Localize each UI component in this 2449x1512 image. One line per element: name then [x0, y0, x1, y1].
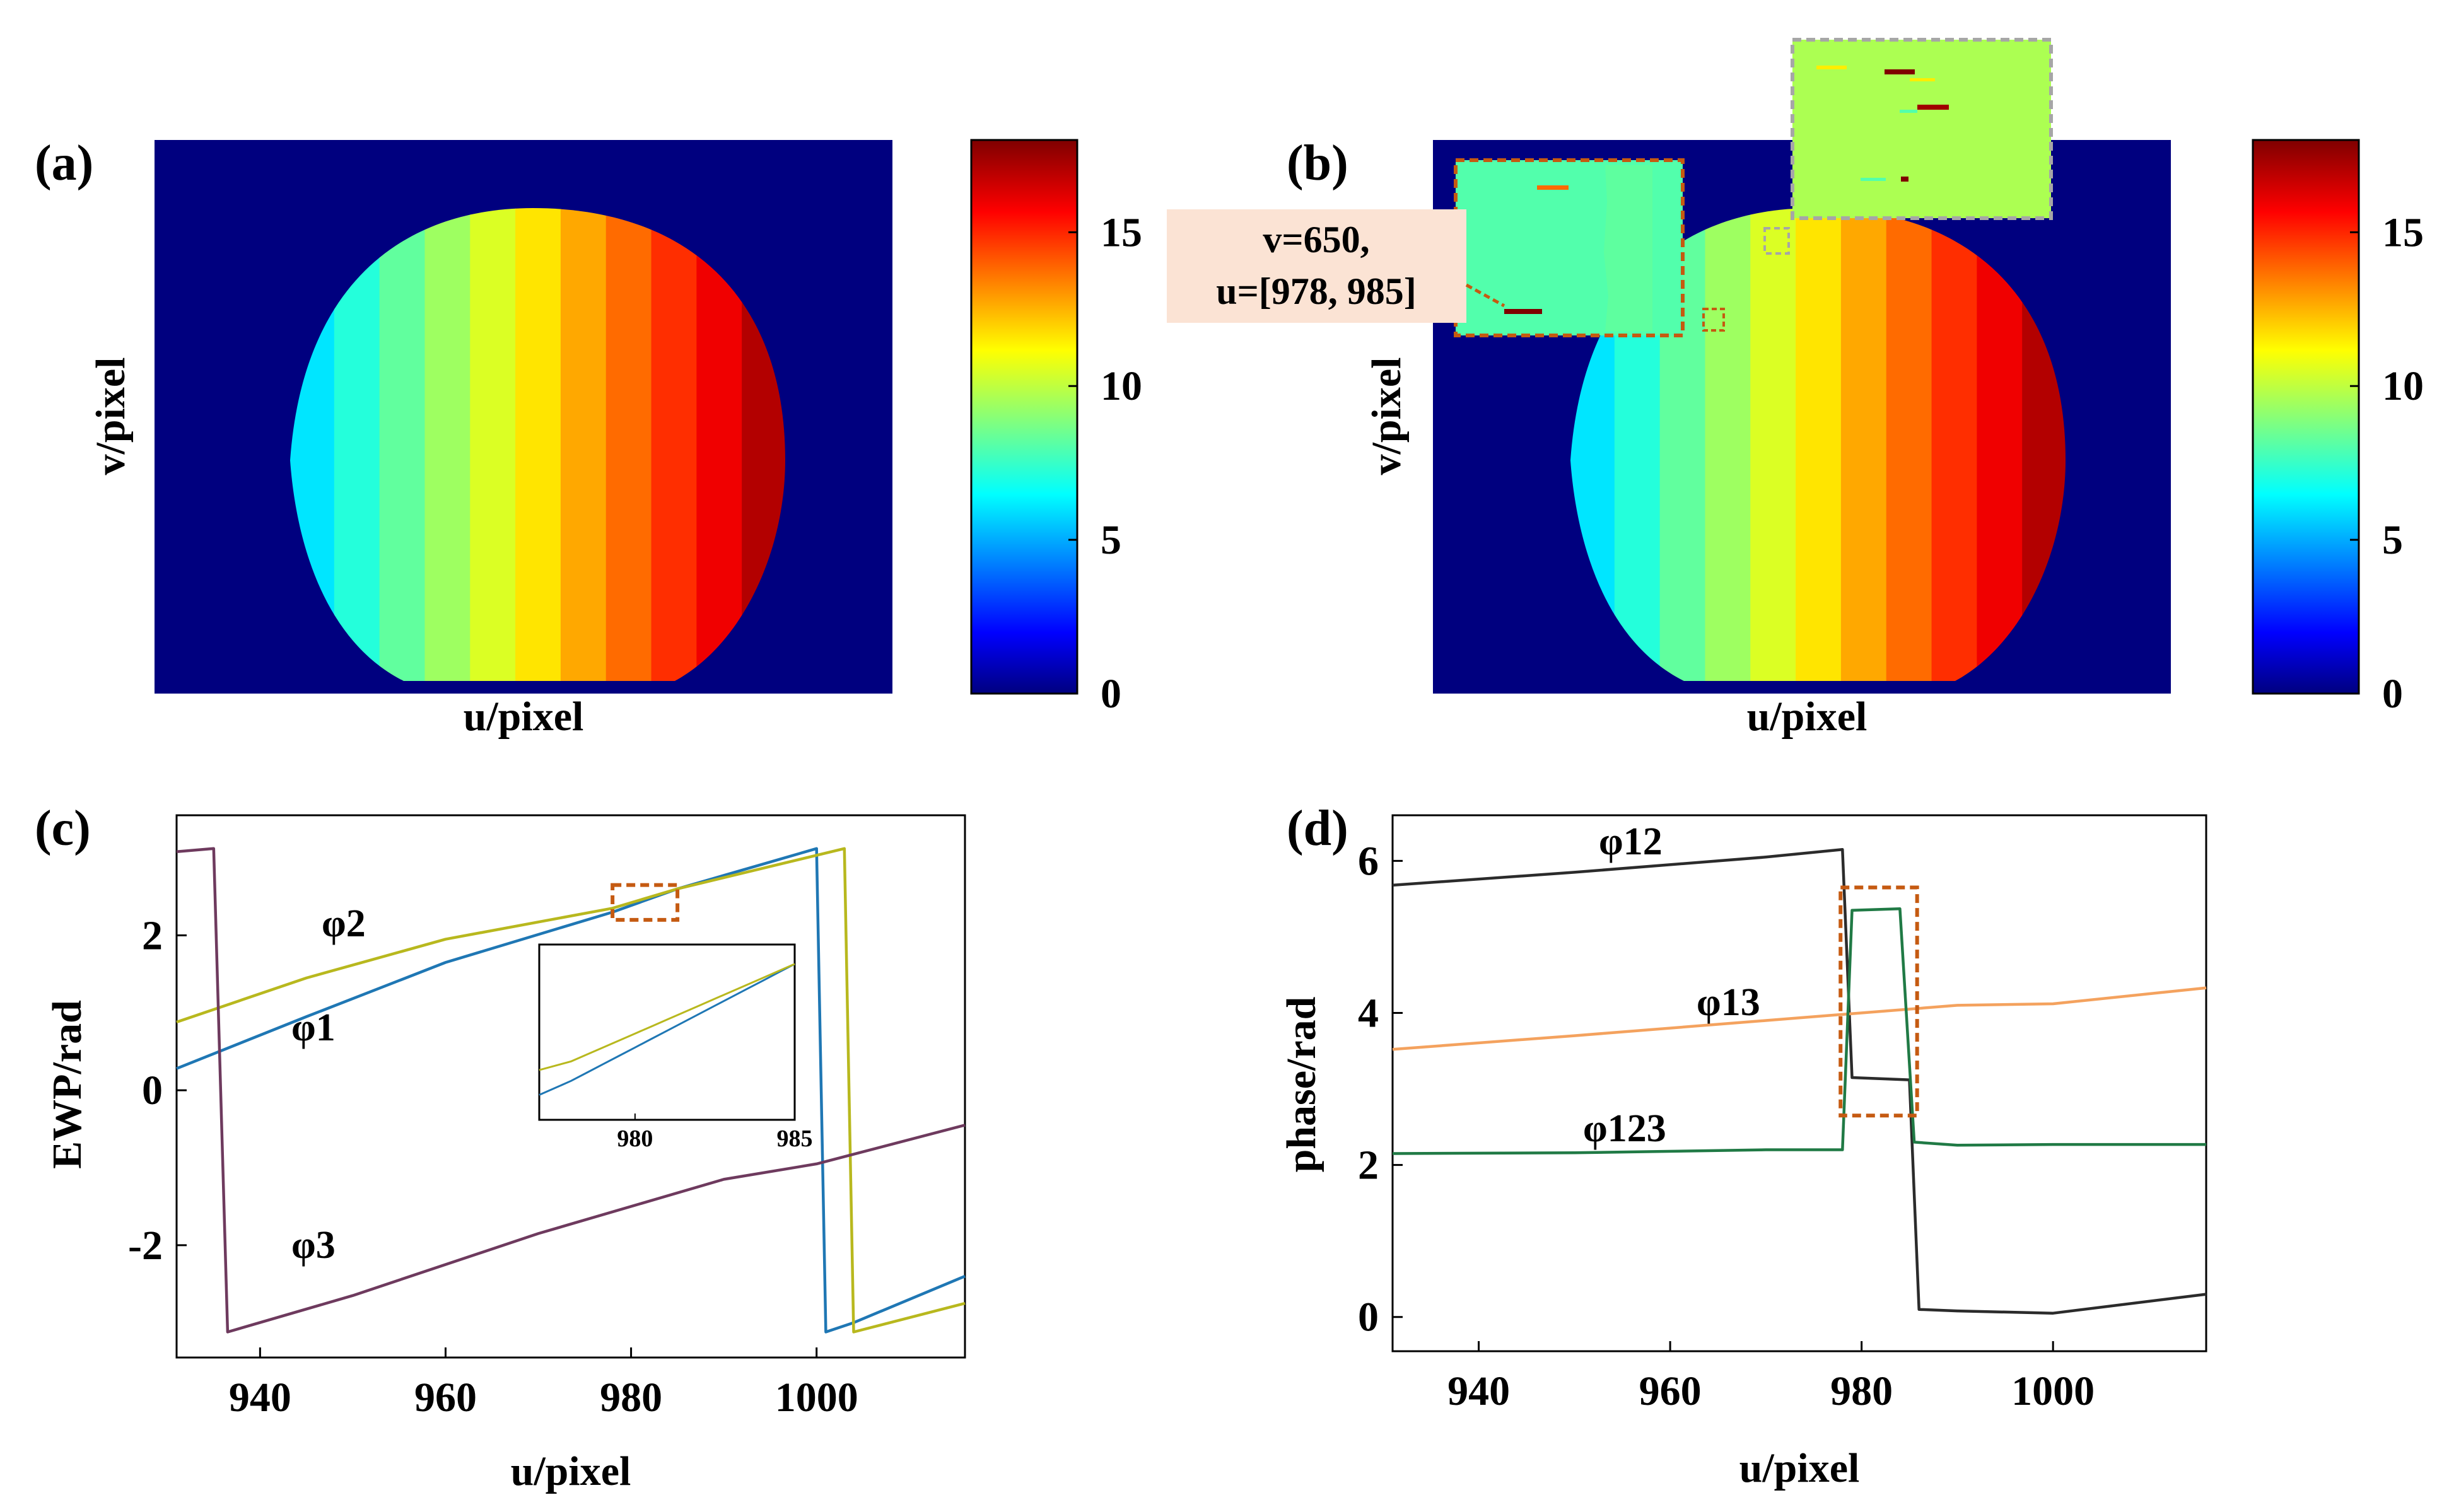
- panel-b-inset-1-error-2: [1504, 309, 1542, 314]
- stripesB-stripe-7: [1840, 208, 1887, 681]
- panel-c-inset-series: [539, 963, 795, 1096]
- inset-series-φ1: [539, 963, 795, 1096]
- inset-series-φ2: [539, 963, 795, 1071]
- callout-line-2: u=[978, 985]: [1216, 270, 1417, 312]
- stripesA-stripe-4: [424, 208, 471, 681]
- annotation-phi1: φ1: [291, 1006, 336, 1049]
- panel-b-marker-gray: [1763, 227, 1790, 255]
- panel-b-ylabel: v/pixel: [1364, 357, 1410, 475]
- panel-c-xlabel: u/pixel: [511, 1448, 631, 1494]
- y-tick-label: 0: [142, 1067, 163, 1114]
- stripesA-stripe-3: [379, 208, 426, 681]
- series-φ2: [176, 847, 966, 1334]
- colorbar-tick-label: 15: [1101, 209, 1142, 255]
- panel-a-xlabel: u/pixel: [464, 694, 584, 740]
- stripesB-stripe-4: [1705, 208, 1751, 681]
- callout-line-1: v=650,: [1263, 219, 1369, 260]
- panel-d-series: [1392, 848, 2207, 1315]
- inset-x-tick-label: 985: [777, 1125, 813, 1152]
- y-tick-label: 2: [142, 912, 163, 958]
- callout-leader: [1465, 283, 1505, 308]
- panel-a-colorbar: [970, 139, 1078, 695]
- y-tick-label: 6: [1358, 838, 1379, 884]
- stripesA-stripe-5: [470, 208, 517, 681]
- stripesA-stripe-6: [515, 208, 561, 681]
- panel-b-inset-2: [1791, 38, 2053, 220]
- stripesB-stripe-8: [1886, 208, 1932, 681]
- x-tick-label: 980: [600, 1375, 662, 1421]
- x-tick-label: 960: [414, 1375, 477, 1421]
- panel-b-inset-2-error-5: [1900, 110, 1917, 113]
- annotation-phi12: φ12: [1599, 820, 1663, 863]
- panel-a-label: (a): [35, 136, 93, 191]
- annotation-phi13: φ13: [1697, 981, 1760, 1024]
- y-tick-label: -2: [128, 1223, 163, 1269]
- stripesB-stripe-6: [1796, 208, 1842, 681]
- panel-b-inset-1-texture: [1604, 165, 1652, 331]
- panel-b-inset-2-error-4: [1917, 105, 1949, 110]
- panel-b-inset-2-error-3: [1910, 78, 1935, 81]
- panel-b-colorbar: [2252, 139, 2360, 695]
- panel-c-inset-frame: [538, 943, 796, 1121]
- panel-b-xlabel: u/pixel: [1747, 694, 1867, 740]
- x-tick-label: 940: [229, 1375, 291, 1421]
- panel-c-ticks: 940 960 980 1000 -2 0 2: [128, 912, 858, 1421]
- stripesA-stripe-7: [560, 208, 607, 681]
- colorbar-tick-label: 5: [1101, 517, 1121, 563]
- annotation-phi2: φ2: [322, 902, 366, 945]
- x-tick-label: 940: [1447, 1368, 1510, 1414]
- x-tick-label: 980: [1830, 1368, 1893, 1414]
- panel-b-label: (b): [1287, 136, 1348, 191]
- panel-a: (a) u/pixel v/pixel 0 5 10 15: [35, 136, 1142, 740]
- panel-a-colorbar-ticks: 0 5 10 15: [1068, 209, 1142, 717]
- colorbar-tick-label: 5: [2382, 517, 2403, 563]
- stripesB-stripe-9: [1931, 208, 1978, 681]
- annotation-phi123: φ123: [1583, 1107, 1666, 1150]
- inset-x-tick-label: 980: [617, 1125, 653, 1152]
- stripesB-stripe-5: [1750, 208, 1797, 681]
- panel-d-xlabel: u/pixel: [1739, 1445, 1860, 1491]
- panel-c: (c) 940 960 980 1000 -2 0 2 980 985 φ2 φ1 φ3 u/…: [35, 801, 966, 1494]
- panel-c-label: (c): [35, 801, 91, 856]
- colorbar-tick-label: 15: [2382, 209, 2424, 255]
- panel-c-zoom-box: [611, 883, 680, 922]
- colorbar-tick-label: 0: [1101, 671, 1121, 717]
- series-φ13: [1392, 986, 2207, 1051]
- panel-c-ylabel: EWP/rad: [44, 1000, 90, 1169]
- panel-b-colorbar-ticks: 0 5 10 15: [2350, 209, 2424, 717]
- panel-b-inset-2-error-6: [1861, 178, 1886, 181]
- panel-b: (b) v=650, u=[978, 985] u/pixel v/pixel …: [1167, 38, 2424, 740]
- y-tick-label: 4: [1358, 990, 1379, 1036]
- stripesA-stripe-9: [651, 208, 698, 681]
- stripesA-stripe-8: [605, 208, 652, 681]
- panel-d-axes-frame: [1391, 814, 2207, 1352]
- series-φ123: [1392, 907, 2206, 1155]
- y-tick-label: 0: [1358, 1294, 1379, 1340]
- panel-b-inset-2-error-2: [1885, 69, 1915, 74]
- colorbar-tick-label: 10: [1101, 363, 1142, 409]
- panel-d-ticks: 940 960 980 1000 0 2 4 6: [1358, 838, 2095, 1414]
- colorbar-tick-label: 0: [2382, 671, 2403, 717]
- panel-c-series: [176, 847, 966, 1334]
- callout-box: [1167, 209, 1466, 323]
- series-φ3: [176, 847, 966, 1334]
- series-φ12: [1392, 848, 2207, 1315]
- panel-d: (d) 940 960 980 1000 0 2 4 6 φ12 φ13 φ123 u/pix…: [1278, 801, 2207, 1491]
- x-tick-label: 1000: [775, 1375, 858, 1421]
- panel-d-label: (d): [1287, 801, 1348, 856]
- colorbar-tick-label: 10: [2382, 363, 2424, 409]
- panel-d-ylabel: phase/rad: [1278, 997, 1324, 1173]
- annotation-phi3: φ3: [291, 1224, 336, 1267]
- panel-c-inset-ticks: 980 985: [617, 1114, 813, 1152]
- y-tick-label: 2: [1358, 1143, 1379, 1189]
- panel-b-inset-2-error-1: [1816, 66, 1847, 69]
- panel-b-marker-orange: [1702, 308, 1725, 332]
- x-tick-label: 1000: [2011, 1368, 2095, 1414]
- panel-b-inset-1-error-1: [1537, 185, 1569, 190]
- panel-a-phase-stripes: [290, 208, 785, 681]
- x-tick-label: 960: [1639, 1368, 1702, 1414]
- panel-a-ylabel: v/pixel: [88, 357, 134, 475]
- panel-b-inset-2-error-7: [1901, 177, 1908, 182]
